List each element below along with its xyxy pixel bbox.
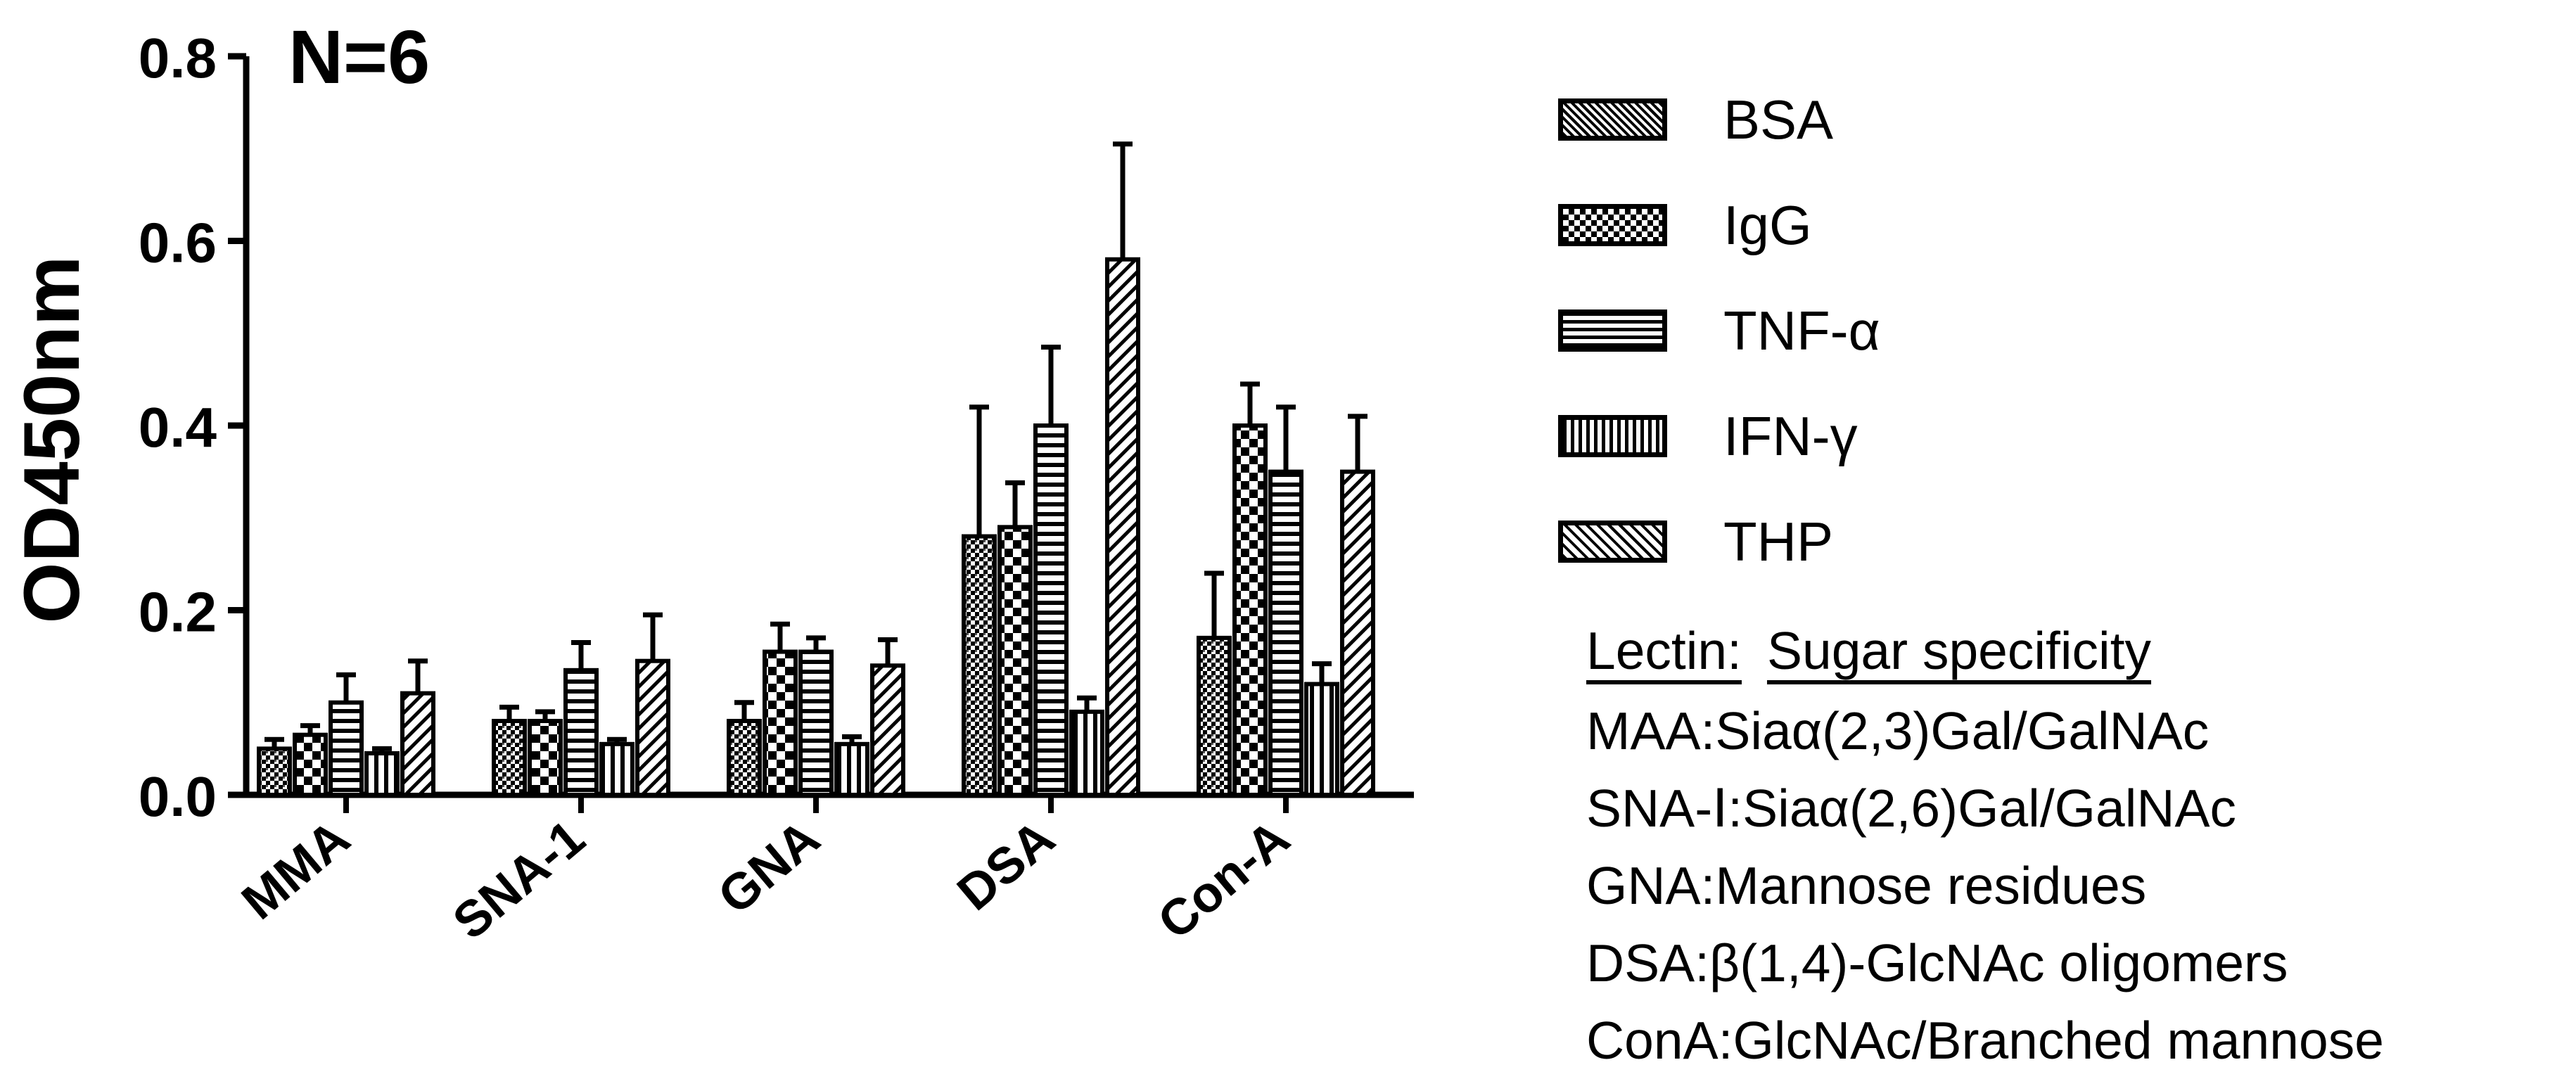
x-tick-label: Con-A	[1147, 810, 1300, 950]
legend-label: BSA	[1723, 88, 1834, 151]
bar	[492, 719, 527, 797]
legend-swatch	[1558, 309, 1667, 352]
note-line: DSA:β(1,4)-GlcNAc oligomers	[1586, 933, 2288, 992]
bar	[1197, 635, 1232, 797]
legend-swatch	[1558, 415, 1667, 457]
x-tick-label: GNA	[708, 810, 830, 925]
bar	[1340, 469, 1375, 797]
legend: BSA IgG TNF-α IFN-γ THP	[1558, 67, 1880, 594]
bar	[727, 719, 762, 797]
bar	[870, 663, 905, 797]
bar	[997, 525, 1033, 797]
lectin-specificity-note: Lectin: Sugar specificity MAA:Siaα(2,3)G…	[1586, 612, 2384, 1079]
legend-label: TNF-α	[1723, 299, 1880, 362]
bar	[400, 691, 435, 797]
bar	[1304, 682, 1339, 797]
bar	[599, 741, 635, 797]
chart-annotation: N=6	[288, 14, 430, 99]
bar	[364, 751, 400, 797]
bar	[1069, 709, 1104, 797]
x-tick-label: MMA	[231, 810, 360, 931]
y-tick-label: 0.6	[139, 212, 217, 274]
bar	[528, 719, 563, 797]
note-line: SNA-Ⅰ:Siaα(2,6)Gal/GalNAc	[1586, 779, 2237, 838]
legend-item: IFN-γ	[1558, 383, 1880, 489]
legend-item: IgG	[1558, 172, 1880, 278]
bar	[763, 649, 798, 797]
x-tick-label: SNA-1	[442, 810, 595, 950]
bar	[798, 649, 834, 797]
note-header-lectin: Lectin:	[1586, 621, 1742, 680]
bar	[834, 741, 869, 797]
x-tick-label: DSA	[947, 810, 1065, 921]
bar	[1033, 423, 1069, 797]
bar	[1105, 257, 1140, 797]
bars	[257, 141, 1375, 797]
y-axis-label: OD450nm	[8, 256, 96, 624]
note-line: GNA:Mannose residues	[1586, 856, 2147, 915]
note-header-sugar: Sugar specificity	[1766, 621, 2152, 680]
y-ticks: 0.0 0.2 0.4 0.6 0.8	[139, 27, 246, 828]
bar	[329, 700, 364, 797]
legend-item: BSA	[1558, 67, 1880, 172]
bar	[1232, 423, 1268, 797]
legend-item: TNF-α	[1558, 278, 1880, 383]
bar	[635, 658, 670, 797]
note-line: MAA:Siaα(2,3)Gal/GalNAc	[1586, 701, 2210, 760]
y-tick-label: 0.4	[139, 396, 217, 459]
legend-swatch	[1558, 204, 1667, 246]
x-ticks: MMA SNA-1 GNA DSA Con-A	[231, 795, 1300, 950]
bar	[1268, 469, 1303, 797]
note-line: ConA:GlcNAc/Branched mannose	[1586, 1011, 2384, 1070]
legend-swatch	[1558, 521, 1667, 563]
y-tick-label: 0.0	[139, 765, 217, 828]
legend-label: IFN-γ	[1723, 404, 1858, 467]
bar	[293, 732, 328, 797]
note-header: Lectin: Sugar specificity	[1586, 612, 2384, 689]
legend-swatch	[1558, 98, 1667, 141]
legend-item: THP	[1558, 489, 1880, 594]
legend-label: IgG	[1723, 193, 1812, 256]
bar	[563, 668, 599, 797]
legend-label: THP	[1723, 510, 1833, 573]
y-tick-label: 0.8	[139, 27, 217, 89]
y-tick-label: 0.2	[139, 581, 217, 644]
bar	[257, 746, 292, 797]
bar	[962, 534, 997, 797]
